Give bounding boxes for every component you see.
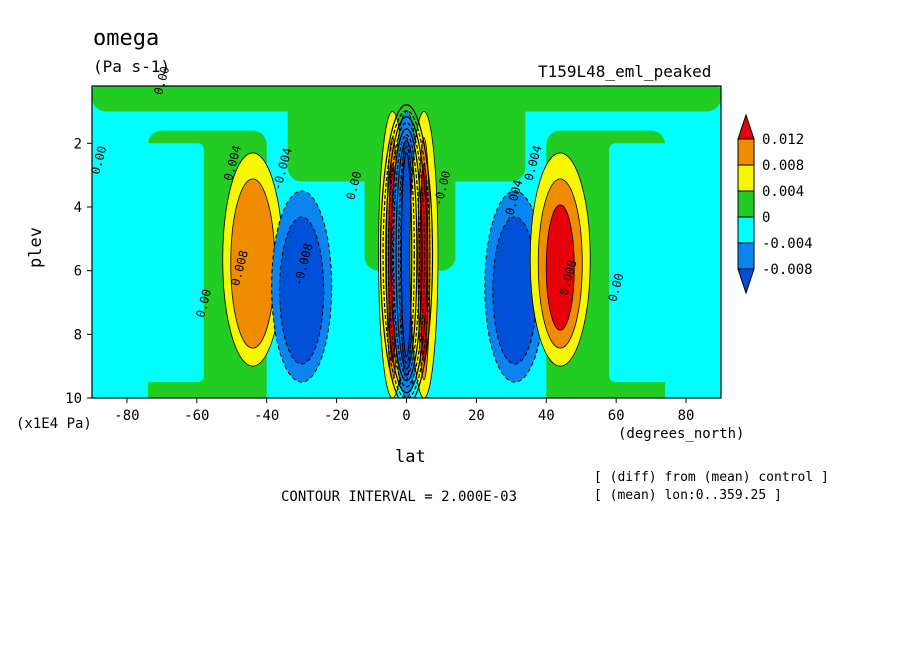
contour-line	[395, 140, 418, 370]
y-axis-label: plev	[26, 227, 46, 268]
x-axis: -80 -60 -40 -20 0 20 40 60 80	[114, 398, 694, 424]
colorbar-label: 0.008	[762, 158, 804, 174]
contour-line	[390, 128, 423, 382]
field-zero	[92, 86, 721, 112]
y-tick-label: 6	[74, 264, 82, 280]
contour-fill	[92, 86, 721, 398]
colorbar-top-arrow	[737, 113, 755, 140]
y-tick-label: 2	[74, 136, 82, 152]
contour-line	[385, 116, 428, 394]
contour-line	[382, 110, 431, 398]
x-tick-label: 20	[468, 408, 485, 424]
x-tick-label: 40	[538, 408, 555, 424]
field-negative-band	[609, 143, 694, 383]
x-tick-label: 60	[608, 408, 625, 424]
note-mean: [ (mean) lon:0..359.25 ]	[594, 488, 782, 503]
contour-line	[392, 134, 421, 376]
colorbar-swatch	[737, 190, 755, 218]
experiment-label: T159L48_eml_peaked	[538, 62, 712, 81]
x-tick-label: -40	[254, 408, 279, 424]
x-tick-label: -20	[324, 408, 349, 424]
y-axis: 2 4 6 8 10	[65, 136, 92, 407]
y-tick-label: 8	[74, 327, 82, 343]
y-axis-units: (x1E4 Pa)	[16, 416, 92, 432]
x-axis-units: (degrees_north)	[618, 426, 745, 442]
field-negative-band	[119, 143, 204, 383]
x-axis-label: lat	[395, 447, 426, 467]
colorbar-swatch	[737, 138, 755, 166]
colorbar-label: -0.008	[762, 262, 813, 278]
contour-region	[545, 204, 575, 331]
colorbar-label: -0.004	[762, 236, 813, 252]
colorbar-label: 0	[762, 210, 770, 226]
x-tick-label: -80	[114, 408, 139, 424]
colorbar-label: 0.004	[762, 184, 804, 200]
note-diff: [ (diff) from (mean) control ]	[594, 470, 829, 485]
colorbar-swatch	[737, 242, 755, 270]
chart-units: (Pa s-1)	[93, 57, 171, 76]
contour-line	[387, 122, 426, 388]
x-tick-label: -60	[184, 408, 209, 424]
y-tick-label: 4	[74, 200, 82, 216]
x-tick-label: 0	[402, 408, 410, 424]
contour-interval: CONTOUR INTERVAL = 2.000E-03	[281, 489, 518, 505]
contour-region	[279, 216, 325, 365]
contour-line	[379, 104, 434, 398]
contour-line	[398, 146, 415, 364]
colorbar-label: 0.012	[762, 132, 804, 148]
contour-region	[492, 216, 538, 365]
y-tick-label: 10	[65, 391, 82, 407]
colorbar: 0.012 0.008 0.004 0 -0.004 -0.008	[737, 113, 813, 295]
colorbar-swatch	[737, 164, 755, 192]
chart-title: omega	[93, 26, 160, 51]
x-tick-label: 80	[678, 408, 695, 424]
contour-line	[400, 152, 413, 358]
colorbar-bottom-arrow	[737, 268, 755, 295]
colorbar-swatch	[737, 216, 755, 244]
